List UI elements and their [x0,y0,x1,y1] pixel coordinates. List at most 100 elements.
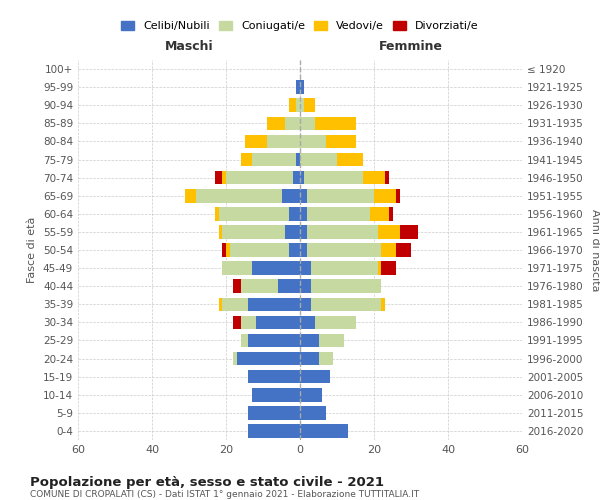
Bar [396,189,400,202]
Bar [300,370,329,384]
Bar [223,262,252,275]
Bar [300,334,319,347]
Text: Femmine: Femmine [379,40,443,53]
Y-axis label: Fasce di età: Fasce di età [28,217,37,283]
Bar [218,207,289,220]
Bar [382,262,396,275]
Bar [319,352,334,366]
Bar [196,189,281,202]
Bar [300,243,307,257]
Bar [300,298,311,311]
Bar [304,98,315,112]
Bar [233,352,237,366]
Bar [300,189,307,202]
Bar [285,225,300,238]
Bar [185,189,196,202]
Bar [226,243,230,257]
Bar [233,316,241,329]
Bar [241,334,248,347]
Bar [215,171,223,184]
Bar [230,243,289,257]
Bar [307,189,374,202]
Bar [241,280,278,293]
Bar [300,152,337,166]
Bar [222,298,248,311]
Bar [326,134,355,148]
Bar [300,316,315,329]
Bar [307,207,370,220]
Legend: Celibi/Nubili, Coniugati/e, Vedovi/e, Divorziati/e: Celibi/Nubili, Coniugati/e, Vedovi/e, Di… [117,16,483,36]
Bar [307,225,378,238]
Text: Maschi: Maschi [164,40,214,53]
Bar [289,243,300,257]
Bar [300,98,304,112]
Bar [304,171,363,184]
Bar [223,171,226,184]
Bar [266,116,285,130]
Bar [215,207,218,220]
Y-axis label: Anni di nascita: Anni di nascita [590,209,600,291]
Bar [300,262,311,275]
Bar [248,334,300,347]
Bar [281,189,300,202]
Bar [256,316,300,329]
Bar [296,80,300,94]
Bar [374,189,396,202]
Bar [245,134,266,148]
Bar [311,298,382,311]
Bar [289,207,300,220]
Bar [248,424,300,438]
Bar [311,280,382,293]
Bar [285,116,300,130]
Bar [278,280,300,293]
Bar [382,243,396,257]
Bar [248,370,300,384]
Bar [300,388,322,402]
Bar [300,134,326,148]
Text: COMUNE DI CROPALATI (CS) - Dati ISTAT 1° gennaio 2021 - Elaborazione TUTTITALIA.: COMUNE DI CROPALATI (CS) - Dati ISTAT 1°… [30,490,419,499]
Bar [300,80,304,94]
Bar [378,225,400,238]
Bar [385,171,389,184]
Bar [266,134,300,148]
Bar [241,152,252,166]
Bar [307,243,382,257]
Bar [378,262,382,275]
Bar [252,262,300,275]
Bar [223,243,226,257]
Bar [382,298,385,311]
Bar [300,116,315,130]
Bar [315,116,355,130]
Bar [300,207,307,220]
Bar [293,171,300,184]
Bar [300,352,319,366]
Bar [363,171,385,184]
Bar [300,280,311,293]
Bar [311,262,378,275]
Bar [226,171,293,184]
Text: Popolazione per età, sesso e stato civile - 2021: Popolazione per età, sesso e stato civil… [30,476,384,489]
Bar [218,298,223,311]
Bar [252,152,296,166]
Bar [296,152,300,166]
Bar [300,424,348,438]
Bar [396,243,411,257]
Bar [300,171,304,184]
Bar [315,316,355,329]
Bar [233,280,241,293]
Bar [222,225,285,238]
Bar [319,334,344,347]
Bar [296,98,300,112]
Bar [400,225,418,238]
Bar [248,406,300,419]
Bar [252,388,300,402]
Bar [248,298,300,311]
Bar [300,225,307,238]
Bar [300,406,326,419]
Bar [389,207,392,220]
Bar [289,98,296,112]
Bar [337,152,363,166]
Bar [218,225,223,238]
Bar [241,316,256,329]
Bar [370,207,389,220]
